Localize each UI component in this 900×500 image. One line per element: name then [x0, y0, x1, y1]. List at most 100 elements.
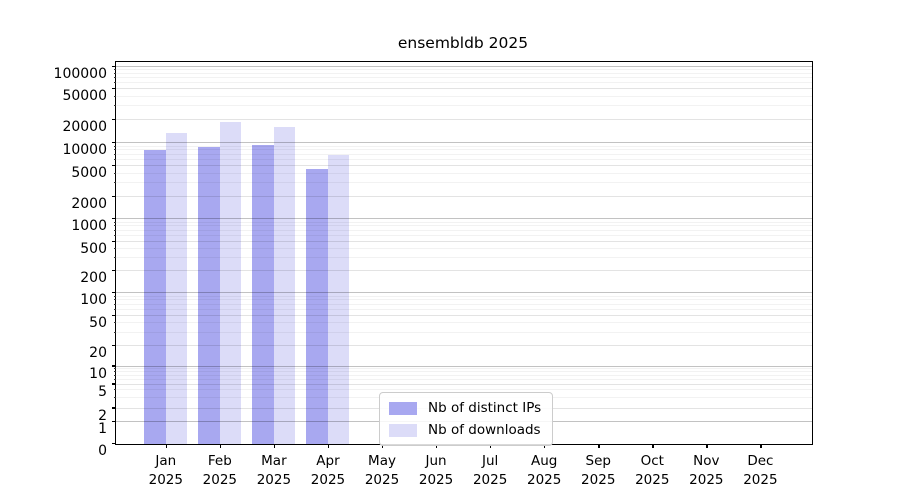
- y-tick-label: 0: [98, 443, 107, 459]
- y-minor-tick: [113, 105, 116, 107]
- y-minor-tick: [113, 368, 116, 370]
- bar-distinct-ips: [252, 145, 274, 444]
- y-minor-tick: [113, 82, 116, 84]
- y-minor-tick: [113, 221, 116, 223]
- x-tick: [706, 444, 708, 448]
- y-tick: [112, 87, 116, 89]
- y-tick-label: 5: [98, 383, 107, 400]
- y-tick: [112, 240, 116, 242]
- y-tick-label: 20: [89, 345, 107, 361]
- bar-distinct-ips: [198, 146, 220, 444]
- x-tick-label: Sep 2025: [581, 453, 616, 488]
- x-tick: [760, 444, 762, 448]
- y-minor-tick: [113, 145, 116, 147]
- y-tick: [112, 164, 116, 166]
- y-tick: [112, 195, 116, 197]
- x-tick-label: Mar 2025: [256, 453, 292, 488]
- y-tick: [112, 314, 116, 316]
- y-tick-label: 200: [80, 270, 107, 286]
- y-tick: [112, 291, 116, 293]
- y-minor-tick: [113, 153, 116, 155]
- x-tick-label: Jun 2025: [418, 453, 454, 488]
- x-tick-label: Jan 2025: [148, 453, 183, 488]
- x-tick: [327, 444, 330, 448]
- y-tick-label: 50000: [62, 88, 107, 104]
- y-minor-tick: [113, 182, 116, 184]
- legend-swatch-downloads: [389, 423, 417, 437]
- y-tick-label: 100: [80, 292, 107, 308]
- y-tick-label: 2: [98, 407, 107, 424]
- y-tick-label: 10000: [62, 142, 107, 158]
- y-tick-label: 10: [89, 365, 107, 382]
- y-tick: [112, 407, 116, 409]
- y-tick: [112, 442, 116, 444]
- x-tick: [652, 444, 654, 448]
- y-tick-label: 1: [98, 421, 107, 437]
- y-minor-tick: [113, 229, 116, 231]
- legend-label: Nb of downloads: [428, 422, 541, 438]
- bars-layer: [116, 62, 812, 444]
- y-minor-tick: [113, 225, 116, 227]
- x-tick-label: Dec 2025: [743, 453, 778, 488]
- y-minor-tick: [113, 172, 116, 174]
- bar-distinct-ips: [306, 168, 328, 444]
- y-tick-label: 5000: [71, 165, 107, 181]
- y-tick: [112, 420, 116, 422]
- x-tick-label: Aug 2025: [526, 453, 562, 488]
- y-tick: [112, 118, 116, 120]
- x-tick: [544, 444, 546, 448]
- y-minor-tick: [113, 308, 116, 310]
- y-minor-tick: [113, 234, 116, 236]
- legend: Nb of distinct IPs Nb of downloads: [379, 392, 554, 446]
- legend-swatch-distinct-ips: [389, 401, 417, 415]
- legend-label: Nb of distinct IPs: [428, 400, 542, 416]
- y-tick: [112, 65, 116, 67]
- y-minor-tick: [113, 257, 116, 259]
- y-minor-tick: [113, 295, 116, 297]
- x-tick: [436, 444, 438, 448]
- x-tick: [165, 444, 168, 448]
- x-tick-label: Jul 2025: [472, 453, 508, 488]
- y-minor-tick: [113, 73, 116, 75]
- x-tick: [490, 444, 492, 448]
- y-tick-label: 1000: [71, 218, 107, 234]
- y-tick-label: 500: [80, 241, 107, 257]
- y-minor-tick: [113, 378, 116, 380]
- x-tick-label: May 2025: [364, 453, 400, 488]
- chart-title: ensembldb 2025: [397, 34, 529, 52]
- y-minor-tick: [113, 77, 116, 79]
- y-tick: [112, 269, 116, 271]
- bar-downloads: [165, 133, 188, 444]
- y-tick: [112, 365, 116, 367]
- y-minor-tick: [113, 149, 116, 151]
- y-minor-tick: [113, 95, 116, 97]
- y-minor-tick: [113, 374, 116, 376]
- bar-distinct-ips: [144, 149, 166, 444]
- y-minor-tick: [113, 322, 116, 324]
- x-tick: [598, 444, 600, 448]
- x-tick-label: Feb 2025: [202, 453, 238, 488]
- y-minor-tick: [113, 331, 116, 333]
- x-tick: [219, 444, 222, 448]
- y-minor-tick: [113, 389, 116, 391]
- y-tick: [112, 141, 116, 143]
- y-minor-tick: [113, 158, 116, 160]
- y-minor-tick: [113, 248, 116, 250]
- y-tick: [112, 217, 116, 219]
- y-tick: [112, 344, 116, 346]
- y-tick-label: 100000: [53, 66, 107, 82]
- bar-downloads: [273, 127, 296, 444]
- y-minor-tick: [113, 303, 116, 305]
- y-tick-label: 50: [89, 315, 107, 331]
- y-minor-tick: [113, 299, 116, 301]
- y-tick-label: 20000: [62, 119, 107, 135]
- y-minor-tick: [113, 396, 116, 398]
- legend-item-distinct-ips: Nb of distinct IPs: [389, 400, 541, 416]
- y-minor-tick: [113, 371, 116, 373]
- legend-item-downloads: Nb of downloads: [389, 422, 541, 438]
- x-tick: [382, 444, 384, 448]
- y-minor-tick: [113, 69, 116, 71]
- bar-downloads: [219, 121, 242, 444]
- y-tick: [112, 383, 116, 385]
